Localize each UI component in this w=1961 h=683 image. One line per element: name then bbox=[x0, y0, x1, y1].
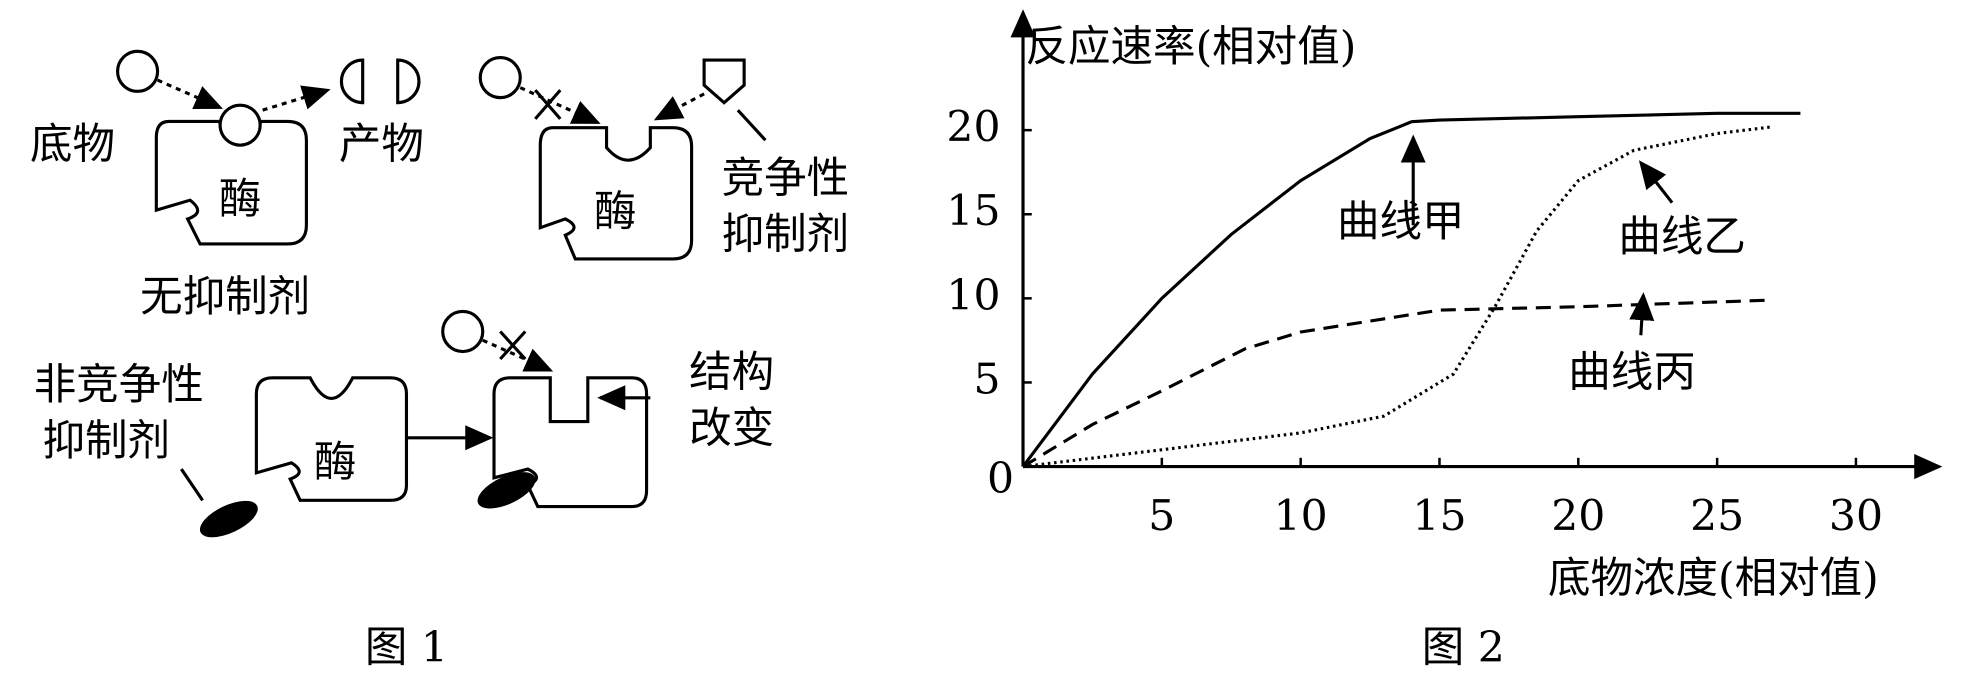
enzyme bbox=[538, 126, 694, 261]
x-tick-label: 15 bbox=[1412, 492, 1466, 541]
leader bbox=[736, 109, 767, 142]
inhibitor-icon bbox=[702, 58, 746, 105]
caption: 图 1 bbox=[365, 623, 448, 672]
figure-2: 反应速率(相对值) 底物浓度(相对值) 0 图 2 曲线甲 曲线乙 曲线丙 5 1… bbox=[946, 9, 1943, 672]
inhibitor-icon bbox=[199, 500, 258, 538]
substrate-icon bbox=[441, 309, 485, 354]
label: 竞争性 bbox=[722, 154, 850, 203]
legend-label: 曲线甲 bbox=[1337, 198, 1465, 247]
substrate-icon bbox=[218, 103, 262, 147]
label: 结构 bbox=[689, 348, 774, 397]
x-tick-label: 10 bbox=[1274, 492, 1328, 541]
label: 底物 bbox=[30, 121, 115, 170]
y-tick-label: 15 bbox=[946, 187, 1000, 236]
inhibitor-icon bbox=[477, 472, 536, 509]
product-icon bbox=[396, 58, 421, 105]
label: 产物 bbox=[339, 121, 424, 170]
x-tick-label: 25 bbox=[1690, 492, 1744, 541]
x-tick-label: 20 bbox=[1551, 492, 1605, 541]
arrow bbox=[519, 86, 601, 125]
y-tick-label: 5 bbox=[973, 355, 1000, 404]
line-series bbox=[1021, 111, 1801, 468]
label: 无抑制剂 bbox=[140, 273, 310, 322]
legend-label: 曲线丙 bbox=[1568, 348, 1696, 397]
line-series bbox=[1022, 125, 1773, 469]
x-tick-label: 30 bbox=[1829, 492, 1883, 541]
cross bbox=[534, 89, 562, 120]
leader bbox=[180, 468, 204, 502]
arrow bbox=[262, 85, 331, 112]
y-tick-label: 20 bbox=[946, 103, 1000, 152]
arrow bbox=[482, 338, 554, 372]
label: 非竞争性 bbox=[34, 361, 204, 410]
annotation-arrow bbox=[1638, 160, 1674, 204]
figure-1: 底物 产物 酶 无抑制剂 酶 竞争性 抑制剂 非竞争性 抑制剂 酶 结构 改变 … bbox=[30, 49, 850, 672]
label: 改变 bbox=[689, 405, 774, 454]
substrate-icon bbox=[115, 49, 160, 93]
annotation-arrow bbox=[1629, 292, 1655, 336]
cross bbox=[499, 330, 527, 361]
label: 抑制剂 bbox=[43, 417, 171, 466]
arrow bbox=[653, 92, 705, 121]
legend-label: 曲线乙 bbox=[1618, 213, 1746, 262]
x-tick-label: 5 bbox=[1148, 492, 1175, 541]
y-tick-label: 10 bbox=[946, 271, 1000, 320]
arrow bbox=[156, 78, 223, 110]
product-icon bbox=[339, 58, 365, 105]
x-axis-label: 底物浓度(相对值) bbox=[1548, 555, 1879, 604]
label: 酶 bbox=[219, 176, 262, 225]
y-axis-label: 反应速率(相对值) bbox=[1026, 23, 1357, 72]
enzyme bbox=[254, 376, 409, 502]
origin-label: 0 bbox=[987, 455, 1014, 504]
label: 酶 bbox=[594, 188, 637, 237]
label: 抑制剂 bbox=[722, 211, 850, 260]
label: 酶 bbox=[314, 438, 357, 487]
substrate-icon bbox=[478, 56, 522, 100]
caption: 图 2 bbox=[1422, 623, 1505, 672]
